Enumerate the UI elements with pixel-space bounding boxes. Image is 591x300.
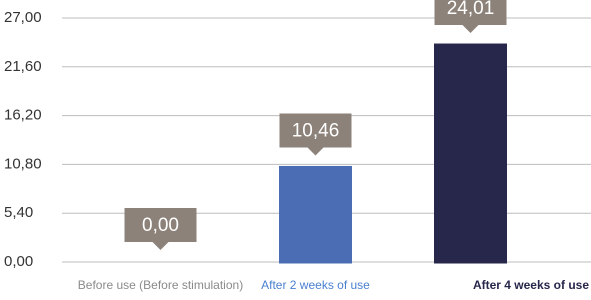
y-tick-label: 5,40	[4, 204, 33, 221]
x-tick-label: After 2 weeks of use	[261, 278, 370, 292]
bar	[436, 45, 506, 262]
y-tick-label: 27,00	[4, 9, 42, 26]
y-tick-label: 0,00	[4, 253, 33, 270]
y-tick-label: 10,80	[4, 155, 42, 172]
chart: 0,00 5,40 10,80 16,20 21,60 27,00 0,00 Before u…	[0, 0, 591, 300]
bar	[281, 167, 351, 262]
value-label: 24,01	[447, 0, 495, 19]
y-tick-label: 21,60	[4, 58, 42, 75]
value-label: 0,00	[142, 215, 179, 236]
y-tick-label: 16,20	[4, 107, 42, 124]
value-label: 10,46	[292, 120, 340, 141]
x-tick-label: After 4 weeks of use	[473, 278, 589, 292]
x-tick-label: Before use (Before stimulation)	[78, 278, 243, 292]
